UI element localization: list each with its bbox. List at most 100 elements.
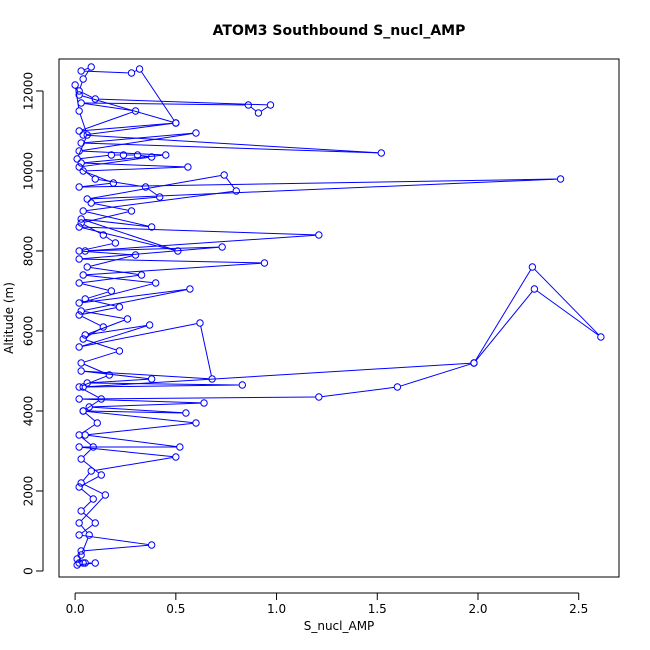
data-point — [186, 285, 194, 293]
data-point — [75, 483, 83, 491]
series-segment — [83, 448, 92, 458]
data-point — [87, 63, 95, 71]
series-segment — [77, 137, 87, 157]
data-point — [77, 307, 85, 315]
data-point — [220, 171, 228, 179]
data-point — [75, 87, 83, 95]
series-segment — [82, 398, 201, 404]
series-segment — [83, 67, 89, 71]
data-point — [75, 343, 83, 351]
series-segment — [94, 457, 173, 471]
data-point — [91, 559, 99, 567]
data-point — [77, 547, 85, 555]
series-segment — [81, 91, 93, 99]
series-segment — [83, 483, 103, 495]
data-point — [89, 495, 97, 503]
data-point — [101, 491, 110, 499]
series-segment — [84, 142, 379, 154]
series-segment — [475, 269, 532, 361]
data-point — [73, 155, 81, 163]
series-segment — [84, 370, 149, 380]
series-segment — [82, 283, 153, 303]
data-point — [81, 431, 89, 439]
series-segment — [82, 182, 111, 188]
series-segment — [84, 218, 149, 228]
data-point — [75, 107, 83, 115]
series-segment — [79, 81, 83, 89]
data-point — [75, 183, 83, 191]
series-segment — [81, 315, 101, 327]
data-point — [83, 379, 91, 387]
data-point — [77, 99, 85, 107]
series-segment — [84, 69, 90, 77]
series-segment — [81, 375, 107, 387]
data-point — [162, 151, 170, 159]
data-point — [97, 471, 106, 479]
data-point — [75, 531, 83, 539]
series-segment — [82, 323, 197, 347]
data-point — [115, 347, 124, 355]
data-point — [528, 263, 537, 271]
series-segment — [82, 534, 149, 546]
data-point — [81, 331, 89, 339]
data-point — [75, 163, 83, 171]
series-segment — [82, 288, 187, 304]
series-segment — [82, 307, 117, 315]
data-point — [81, 295, 89, 303]
series-segment — [84, 102, 133, 112]
data-point — [254, 109, 263, 117]
series-segment — [84, 162, 185, 168]
data-point — [81, 559, 89, 567]
series-segment — [86, 122, 173, 136]
data-point — [137, 271, 146, 279]
series-segment — [81, 111, 133, 131]
series-segment — [86, 166, 185, 172]
series-segment — [83, 224, 101, 234]
series-segment — [90, 382, 240, 386]
data-point — [79, 131, 87, 139]
data-point — [85, 531, 93, 539]
series-segment — [84, 544, 149, 552]
series-segment — [86, 410, 193, 424]
series-segment — [84, 70, 129, 74]
y-tick-label: 0 — [22, 567, 36, 575]
series-segment — [86, 134, 379, 154]
data-point — [71, 81, 79, 89]
data-point — [530, 285, 539, 293]
x-tick-label: 2.5 — [569, 602, 588, 616]
data-point — [75, 279, 83, 287]
data-point — [77, 359, 85, 367]
data-point — [315, 393, 323, 401]
data-point — [77, 159, 85, 167]
data-point — [77, 551, 85, 559]
series-segment — [92, 402, 201, 408]
series-segment — [86, 362, 471, 388]
y-axis: 0 2000 4000 6000 8000 10000 12000 — [22, 72, 44, 575]
x-tick-label: 1.5 — [368, 602, 387, 616]
data-point — [131, 251, 140, 259]
data-point — [91, 175, 99, 183]
data-point — [208, 375, 216, 383]
data-point — [75, 127, 83, 135]
data-point — [87, 199, 95, 207]
y-tick-label: 12000 — [22, 72, 36, 110]
series-segment — [82, 246, 220, 260]
data-point — [75, 299, 83, 307]
data-point — [107, 151, 116, 159]
series-segment — [140, 71, 175, 121]
data-point — [75, 223, 83, 231]
data-point — [91, 95, 99, 103]
data-point — [115, 303, 124, 311]
data-point — [75, 91, 83, 99]
series-segment — [84, 211, 129, 223]
data-point — [135, 65, 144, 73]
series-segment — [81, 537, 89, 553]
series-segment — [80, 525, 88, 533]
series-segment — [82, 473, 90, 481]
data-point — [77, 215, 85, 223]
data-point — [99, 323, 108, 331]
series-segment — [88, 246, 219, 252]
series-segment — [81, 168, 93, 178]
series-segment — [82, 396, 316, 400]
data-point — [75, 519, 83, 527]
